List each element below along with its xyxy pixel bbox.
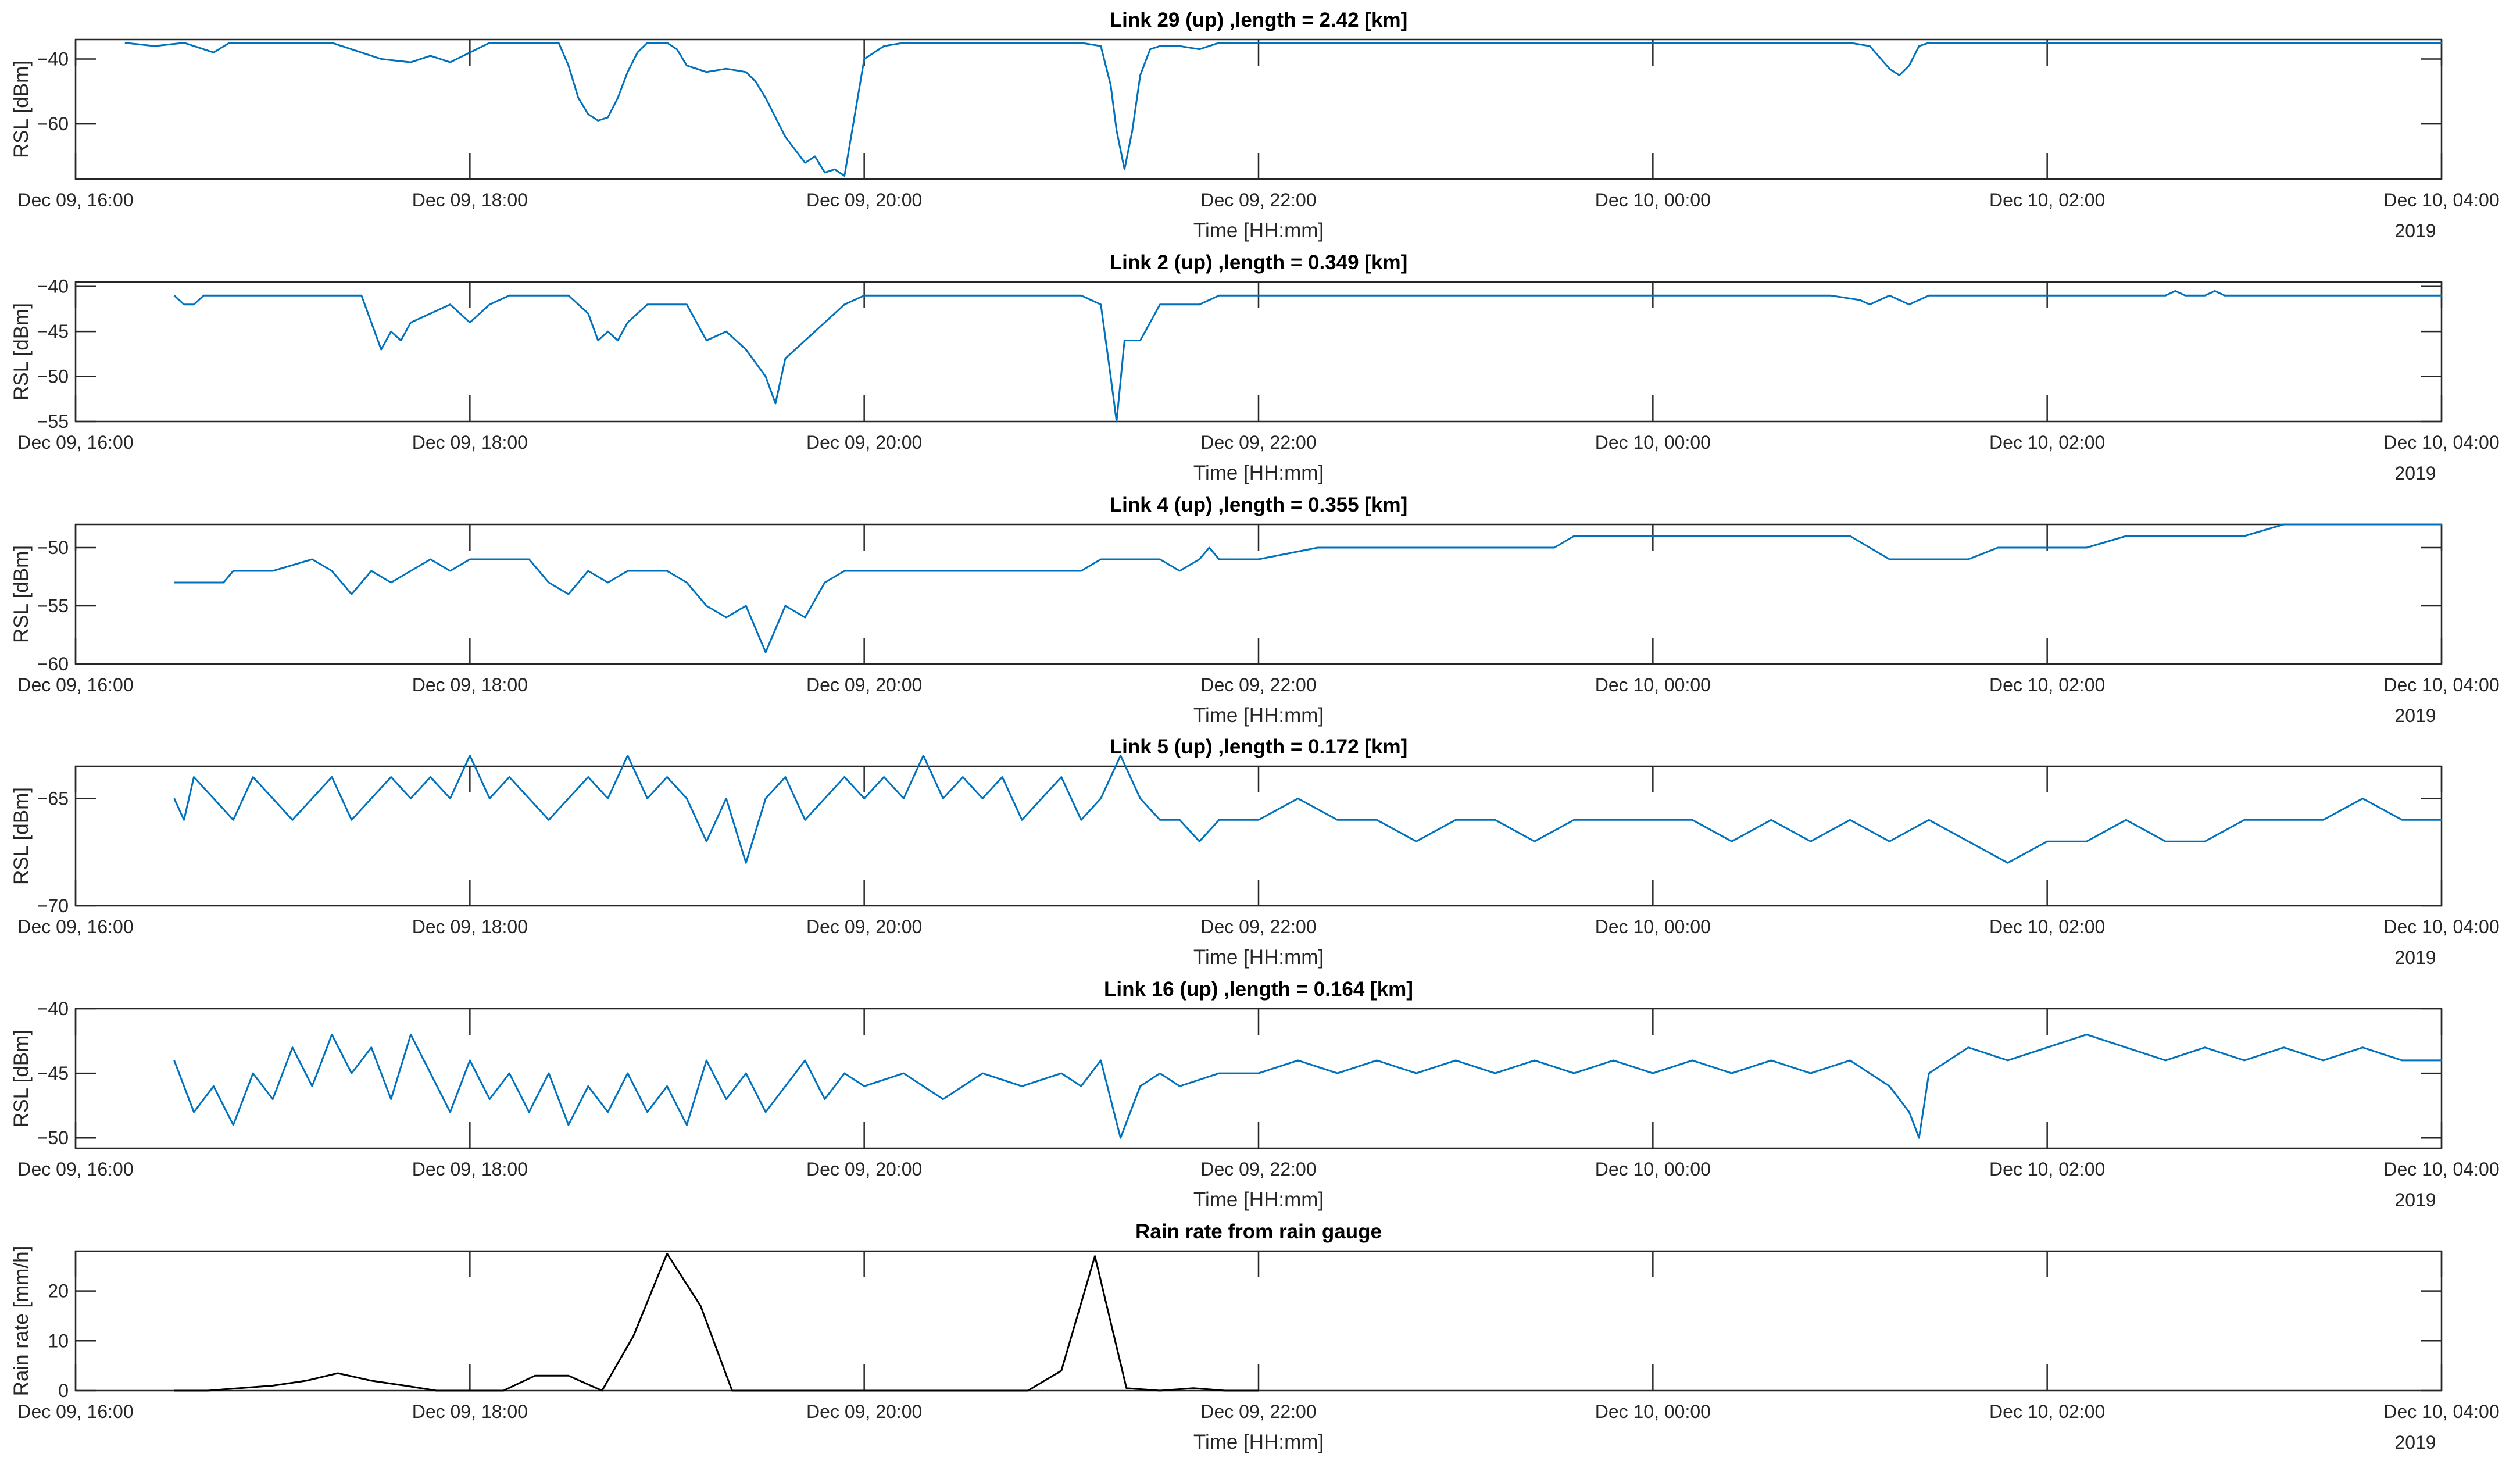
x-tick-label: Dec 10, 02:00 — [1989, 1401, 2105, 1422]
x-tick-label: Dec 09, 16:00 — [17, 1159, 133, 1180]
y-axis-label: RSL [dBm] — [10, 1030, 33, 1127]
data-series-line — [173, 755, 2442, 864]
y-axis-label: RSL [dBm] — [10, 60, 33, 158]
x-tick-label: Dec 09, 18:00 — [412, 432, 528, 453]
data-series-line — [174, 523, 2442, 653]
x-axis-label: Time [HH:mm] — [1193, 1188, 1324, 1211]
x-tick-label: Dec 09, 20:00 — [806, 432, 922, 453]
y-tick-label: −40 — [37, 48, 69, 69]
x-tick-label: Dec 09, 16:00 — [17, 674, 133, 695]
chart-title: Link 5 (up) ,length = 0.172 [km] — [1110, 735, 1407, 758]
x-tick-label: Dec 10, 00:00 — [1595, 1401, 1711, 1422]
y-tick-label: 20 — [48, 1281, 69, 1302]
x-tick-label: Dec 09, 18:00 — [412, 674, 528, 695]
x-axis-label: Time [HH:mm] — [1193, 946, 1324, 969]
chart-panel-1: Link 29 (up) ,length = 2.42 [km] Dec 09, … — [10, 9, 2500, 242]
chart-title: Link 2 (up) ,length = 0.349 [km] — [1110, 251, 1407, 274]
x-tick-label: Dec 10, 00:00 — [1595, 432, 1711, 453]
chart-panel-2: Link 2 (up) ,length = 0.349 [km] Dec 09, … — [10, 251, 2500, 484]
chart-title: Link 4 (up) ,length = 0.355 [km] — [1110, 494, 1407, 516]
x-tick-label: Dec 09, 22:00 — [1200, 674, 1316, 695]
y-tick-label: −45 — [37, 1063, 69, 1084]
data-series-line — [173, 1033, 2442, 1139]
y-tick-label: −55 — [37, 411, 69, 432]
data-series-line — [173, 290, 2442, 423]
chart-panel-5: Link 16 (up) ,length = 0.164 [km] Dec 09,… — [10, 978, 2500, 1211]
year-label: 2019 — [2394, 947, 2436, 968]
y-tick-label: −70 — [37, 895, 69, 916]
x-tick-label: Dec 09, 22:00 — [1200, 190, 1316, 210]
y-tick-label: −50 — [37, 366, 69, 387]
x-tick-label: Dec 09, 18:00 — [412, 1401, 528, 1422]
y-tick-label: −50 — [37, 1127, 69, 1148]
y-axis-label: Rain rate [mm/h] — [10, 1246, 33, 1396]
chart-title: Link 29 (up) ,length = 2.42 [km] — [1110, 9, 1407, 31]
x-tick-label: Dec 10, 00:00 — [1595, 190, 1711, 210]
x-tick-label: Dec 10, 00:00 — [1595, 916, 1711, 937]
x-axis-label: Time [HH:mm] — [1193, 1431, 1324, 1453]
x-tick-label: Dec 10, 04:00 — [2383, 1159, 2499, 1180]
y-tick-label: −50 — [37, 537, 69, 558]
x-tick-label: Dec 09, 20:00 — [806, 1159, 922, 1180]
chart-title: Rain rate from rain gauge — [1135, 1220, 1382, 1243]
year-label: 2019 — [2394, 220, 2436, 241]
x-tick-label: Dec 09, 20:00 — [806, 674, 922, 695]
y-tick-label: −45 — [37, 321, 69, 342]
y-axis-label: RSL [dBm] — [10, 303, 33, 401]
year-label: 2019 — [2394, 705, 2436, 726]
x-tick-label: Dec 09, 18:00 — [412, 916, 528, 937]
y-tick-label: −40 — [37, 276, 69, 297]
x-tick-label: Dec 09, 16:00 — [17, 190, 133, 210]
x-tick-label: Dec 09, 22:00 — [1200, 1159, 1316, 1180]
x-tick-label: Dec 10, 04:00 — [2383, 916, 2499, 937]
y-axis-label: RSL [dBm] — [10, 787, 33, 885]
x-axis-label: Time [HH:mm] — [1193, 704, 1324, 727]
year-label: 2019 — [2394, 463, 2436, 484]
x-tick-label: Dec 09, 22:00 — [1200, 432, 1316, 453]
chart-panel-6: Rain rate from rain gauge Dec 09, 16:00 De… — [10, 1220, 2500, 1453]
data-series-line — [174, 1252, 1259, 1392]
chart-title: Link 16 (up) ,length = 0.164 [km] — [1104, 978, 1413, 1001]
x-tick-label: Dec 10, 04:00 — [2383, 674, 2499, 695]
year-label: 2019 — [2394, 1189, 2436, 1210]
x-tick-label: Dec 09, 20:00 — [806, 1401, 922, 1422]
year-label: 2019 — [2394, 1432, 2436, 1453]
x-tick-label: Dec 09, 20:00 — [806, 190, 922, 210]
x-tick-label: Dec 10, 04:00 — [2383, 1401, 2499, 1422]
y-tick-label: 0 — [58, 1380, 69, 1401]
x-tick-label: Dec 09, 22:00 — [1200, 916, 1316, 937]
x-tick-label: Dec 10, 02:00 — [1989, 432, 2105, 453]
chart-panel-4: Link 5 (up) ,length = 0.172 [km] Dec 09, … — [10, 735, 2500, 969]
x-tick-label: Dec 09, 18:00 — [412, 190, 528, 210]
x-tick-label: Dec 10, 02:00 — [1989, 1159, 2105, 1180]
y-tick-label: −60 — [37, 653, 69, 674]
x-tick-label: Dec 10, 04:00 — [2383, 190, 2499, 210]
x-tick-label: Dec 09, 16:00 — [17, 432, 133, 453]
x-tick-label: Dec 09, 20:00 — [806, 916, 922, 937]
x-tick-label: Dec 10, 04:00 — [2383, 432, 2499, 453]
x-tick-label: Dec 09, 18:00 — [412, 1159, 528, 1180]
x-tick-label: Dec 10, 02:00 — [1989, 916, 2105, 937]
x-tick-label: Dec 09, 22:00 — [1200, 1401, 1316, 1422]
y-tick-label: −40 — [37, 998, 69, 1019]
x-tick-label: Dec 10, 00:00 — [1595, 674, 1711, 695]
x-axis-label: Time [HH:mm] — [1193, 219, 1324, 242]
x-axis-label: Time [HH:mm] — [1193, 462, 1324, 484]
chart-panel-3: Link 4 (up) ,length = 0.355 [km] Dec 09, … — [10, 494, 2500, 727]
x-tick-label: Dec 10, 02:00 — [1989, 674, 2105, 695]
y-tick-label: −55 — [37, 595, 69, 616]
x-tick-label: Dec 09, 16:00 — [17, 916, 133, 937]
y-axis-label: RSL [dBm] — [10, 545, 33, 643]
data-series-line — [124, 42, 2442, 177]
y-tick-label: 10 — [48, 1330, 69, 1351]
x-tick-label: Dec 09, 16:00 — [17, 1401, 133, 1422]
x-tick-label: Dec 10, 02:00 — [1989, 190, 2105, 210]
y-tick-label: −60 — [37, 113, 69, 134]
x-tick-label: Dec 10, 00:00 — [1595, 1159, 1711, 1180]
y-tick-label: −65 — [37, 788, 69, 809]
